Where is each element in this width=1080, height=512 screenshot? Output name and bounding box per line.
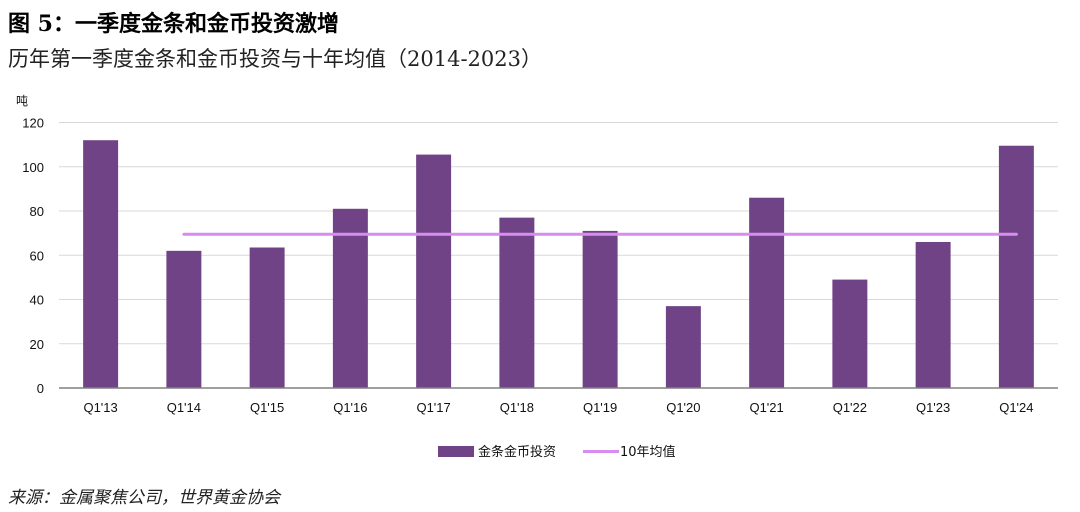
y-tick-label: 120: [22, 116, 44, 131]
x-tick-label: Q1'16: [333, 400, 367, 415]
bar-Q1'21: [749, 197, 785, 388]
bar-Q1'24: [998, 145, 1034, 388]
bar-Q1'22: [832, 279, 868, 388]
x-axis-ticks: Q1'13 Q1'14 Q1'15 Q1'16 Q1'17 Q1'18 Q1'19 Q1'20…: [83, 400, 1033, 415]
x-tick-label: Q1'14: [167, 400, 201, 415]
x-tick-label: Q1'17: [416, 400, 450, 415]
y-tick-label: 80: [30, 204, 44, 219]
y-tick-label: 0: [37, 381, 44, 396]
bar-Q1'13: [83, 140, 119, 388]
x-tick-label: Q1'24: [999, 400, 1033, 415]
bar-Q1'16: [332, 208, 368, 388]
bar-Q1'17: [416, 154, 452, 388]
x-tick-label: Q1'21: [749, 400, 783, 415]
bar-Q1'15: [249, 247, 285, 388]
figure-subtitle: 历年第一季度金条和金币投资与十年均值（2014-2023）: [8, 47, 542, 71]
bar-Q1'18: [499, 217, 535, 388]
legend-label-bar: 金条金币投资: [478, 444, 556, 460]
x-tick-label: Q1'13: [83, 400, 117, 415]
figure-title: 图 5：一季度金条和金币投资激增: [8, 11, 339, 37]
bar-Q1'23: [915, 241, 951, 388]
legend-label-line: 10年均值: [620, 444, 676, 460]
bar-series: [83, 140, 1034, 388]
legend-swatch-bar: [438, 446, 474, 457]
source-note: 来源：金属聚焦公司，世界黄金协会: [8, 488, 280, 508]
x-tick-label: Q1'23: [916, 400, 950, 415]
bar-Q1'19: [582, 230, 618, 388]
bar-Q1'14: [166, 250, 202, 388]
y-tick-label: 60: [30, 248, 44, 263]
bar-Q1'20: [665, 306, 701, 388]
x-tick-label: Q1'18: [500, 400, 534, 415]
y-axis-unit-label: 吨: [16, 94, 28, 108]
y-tick-label: 100: [22, 160, 44, 175]
gridlines: [59, 122, 1058, 345]
y-tick-label: 20: [30, 337, 44, 352]
y-axis-ticks: 0 20 40 60 80 100 120: [22, 116, 44, 397]
y-tick-label: 40: [30, 293, 44, 308]
x-tick-label: Q1'20: [666, 400, 700, 415]
x-tick-label: Q1'19: [583, 400, 617, 415]
x-tick-label: Q1'22: [833, 400, 867, 415]
legend: 金条金币投资 10年均值: [438, 444, 676, 460]
x-tick-label: Q1'15: [250, 400, 284, 415]
